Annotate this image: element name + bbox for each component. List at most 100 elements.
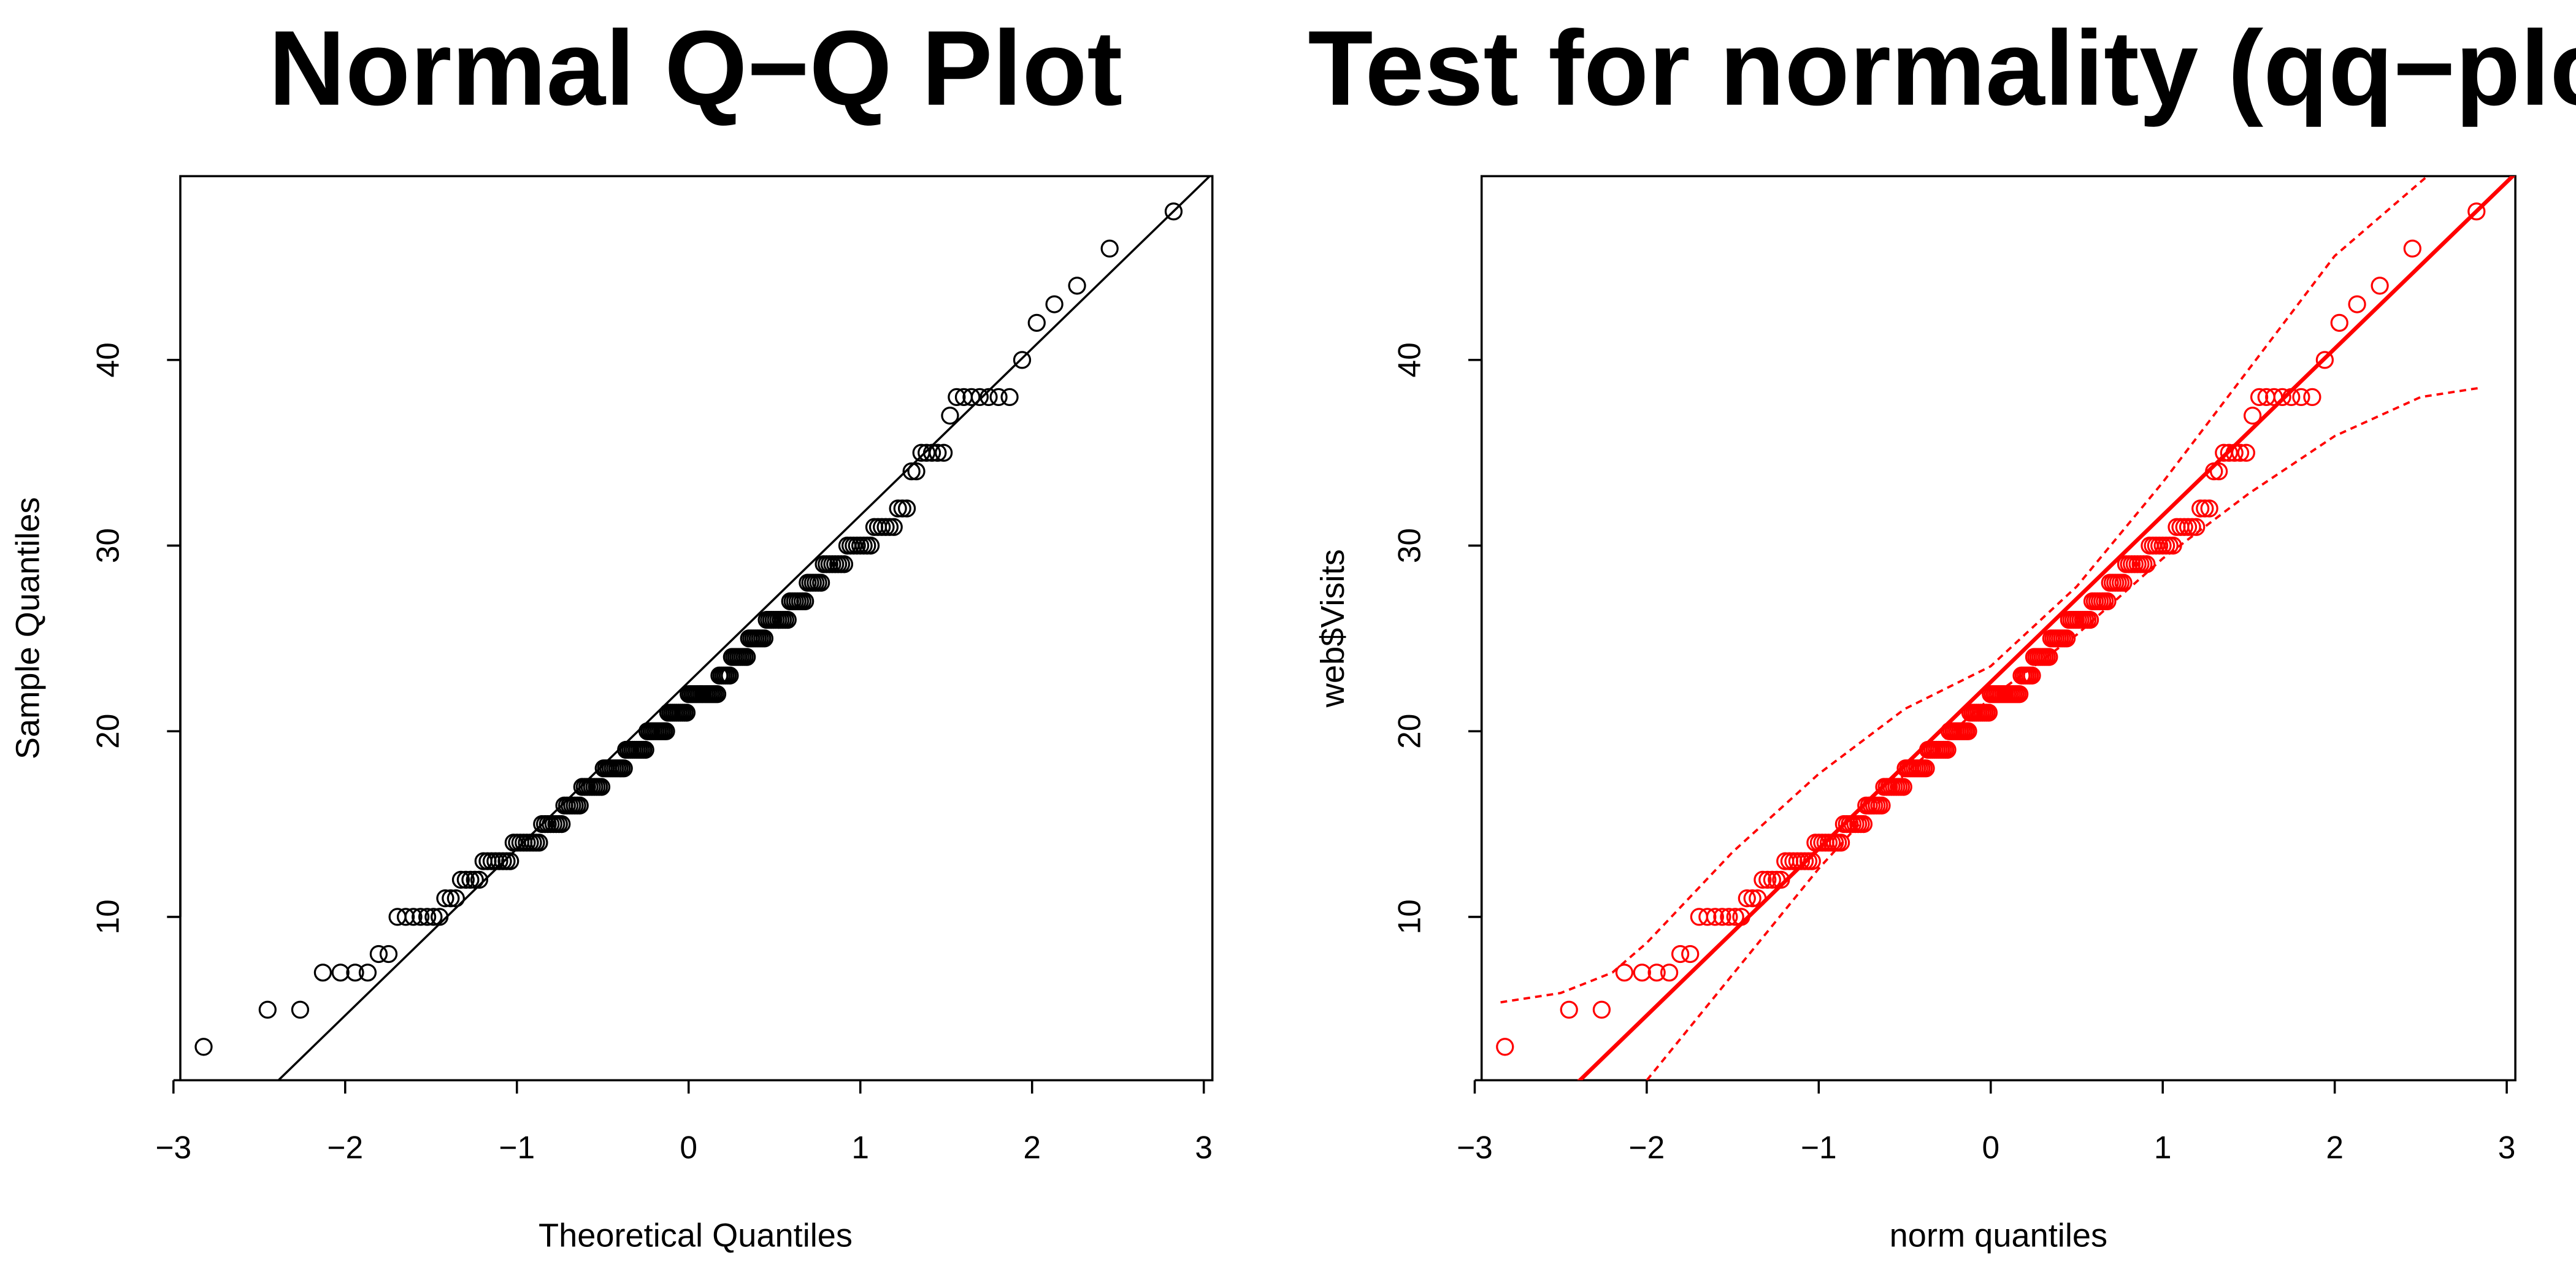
data-point — [1100, 239, 1119, 258]
y-tick-label: 40 — [90, 342, 126, 377]
data-point — [721, 666, 739, 685]
data-point — [835, 555, 854, 573]
plot-marks — [1496, 176, 2516, 1081]
x-axis-label: Theoretical Quantiles — [539, 1217, 853, 1254]
data-point — [1763, 870, 1782, 889]
y-axis: 10 20 30 40 — [1391, 342, 1483, 935]
data-point — [379, 945, 398, 964]
data-point — [1164, 202, 1183, 221]
data-point — [553, 815, 571, 834]
panel-normal-qq: Normal Q−Q Plot −3 −2 −1 0 1 2 3 10 20 30 40 Theo… — [10, 9, 1214, 1254]
x-tick-label: 0 — [680, 1130, 697, 1165]
data-point — [331, 964, 350, 982]
data-point — [456, 870, 475, 889]
data-point — [313, 964, 332, 982]
data-point — [2057, 629, 2076, 648]
data-point — [907, 462, 926, 481]
data-point — [1013, 351, 1032, 369]
data-point — [1768, 870, 1786, 889]
data-point — [1803, 852, 1821, 870]
data-point — [893, 499, 911, 518]
data-point — [918, 443, 936, 462]
data-point — [615, 759, 633, 778]
data-point — [2040, 648, 2058, 666]
x-tick-label: 3 — [2498, 1130, 2516, 1165]
data-point — [1068, 277, 1086, 295]
data-point — [461, 870, 480, 889]
x-tick-label: 2 — [2326, 1130, 2344, 1165]
data-point — [2371, 277, 2389, 295]
data-point — [2315, 351, 2334, 369]
x-tick-label: −3 — [1457, 1130, 1493, 1165]
data-point — [2183, 518, 2201, 536]
data-point — [970, 388, 989, 407]
data-point — [2220, 443, 2238, 462]
data-point — [412, 908, 430, 926]
data-point — [1754, 870, 1772, 889]
data-point — [470, 870, 489, 889]
chart-title: Normal Q−Q Plot — [269, 9, 1122, 128]
data-point — [1671, 945, 1690, 964]
data-point — [1560, 1000, 1578, 1019]
data-point — [447, 889, 465, 908]
data-point — [1873, 796, 1891, 815]
data-point — [1681, 945, 1700, 964]
data-point — [1938, 740, 1957, 759]
data-point — [418, 908, 437, 926]
envelope-upper-band — [1500, 176, 2429, 1004]
x-tick-label: 3 — [1195, 1130, 1213, 1165]
reference-line — [277, 176, 1211, 1081]
data-point — [1660, 964, 1679, 982]
data-point — [948, 388, 966, 407]
data-point — [935, 443, 953, 462]
data-point — [194, 1038, 213, 1056]
plot-area — [194, 176, 1211, 1081]
data-point — [1732, 908, 1750, 926]
data-point — [1758, 870, 1777, 889]
y-axis-label: Sample Quantiles — [10, 497, 47, 759]
data-point — [2137, 555, 2156, 573]
data-point — [530, 834, 548, 852]
data-point — [2200, 499, 2218, 518]
data-point — [346, 964, 364, 982]
y-axis-label: web$Visits — [1314, 549, 1351, 708]
data-point — [2403, 239, 2421, 258]
x-tick-label: 1 — [2154, 1130, 2172, 1165]
data-point — [442, 889, 460, 908]
data-point — [941, 407, 959, 425]
data-point — [1738, 889, 1756, 908]
data-point — [592, 778, 611, 796]
data-point — [258, 1000, 277, 1019]
y-axis: 10 20 30 40 — [90, 342, 182, 935]
data-point — [2467, 202, 2486, 221]
data-point — [2080, 611, 2099, 629]
data-point — [358, 964, 377, 982]
chart-title: Test for normality (qq−plot) — [1308, 9, 2576, 128]
x-tick-label: 1 — [851, 1130, 869, 1165]
data-point — [1027, 313, 1046, 332]
y-tick-label: 10 — [1391, 899, 1427, 934]
data-point — [2244, 407, 2262, 425]
data-point — [2265, 388, 2283, 407]
data-point — [2225, 443, 2244, 462]
data-point — [2303, 388, 2321, 407]
y-tick-label: 40 — [1391, 342, 1427, 377]
data-point — [922, 443, 941, 462]
plot-area — [1496, 176, 2516, 1081]
y-tick-label: 20 — [90, 714, 126, 749]
data-point — [431, 908, 449, 926]
x-tick-label: 0 — [1982, 1130, 1999, 1165]
x-axis-label: norm quantiles — [1890, 1217, 2107, 1254]
data-point — [396, 908, 415, 926]
data-point — [657, 722, 675, 740]
data-point — [738, 648, 756, 666]
data-point — [2282, 388, 2301, 407]
data-point — [979, 388, 998, 407]
data-point — [796, 592, 815, 611]
data-point — [1959, 722, 1977, 740]
data-point — [1706, 908, 1724, 926]
data-point — [2098, 592, 2117, 611]
data-point — [1894, 778, 1912, 796]
data-point — [1615, 964, 1634, 982]
